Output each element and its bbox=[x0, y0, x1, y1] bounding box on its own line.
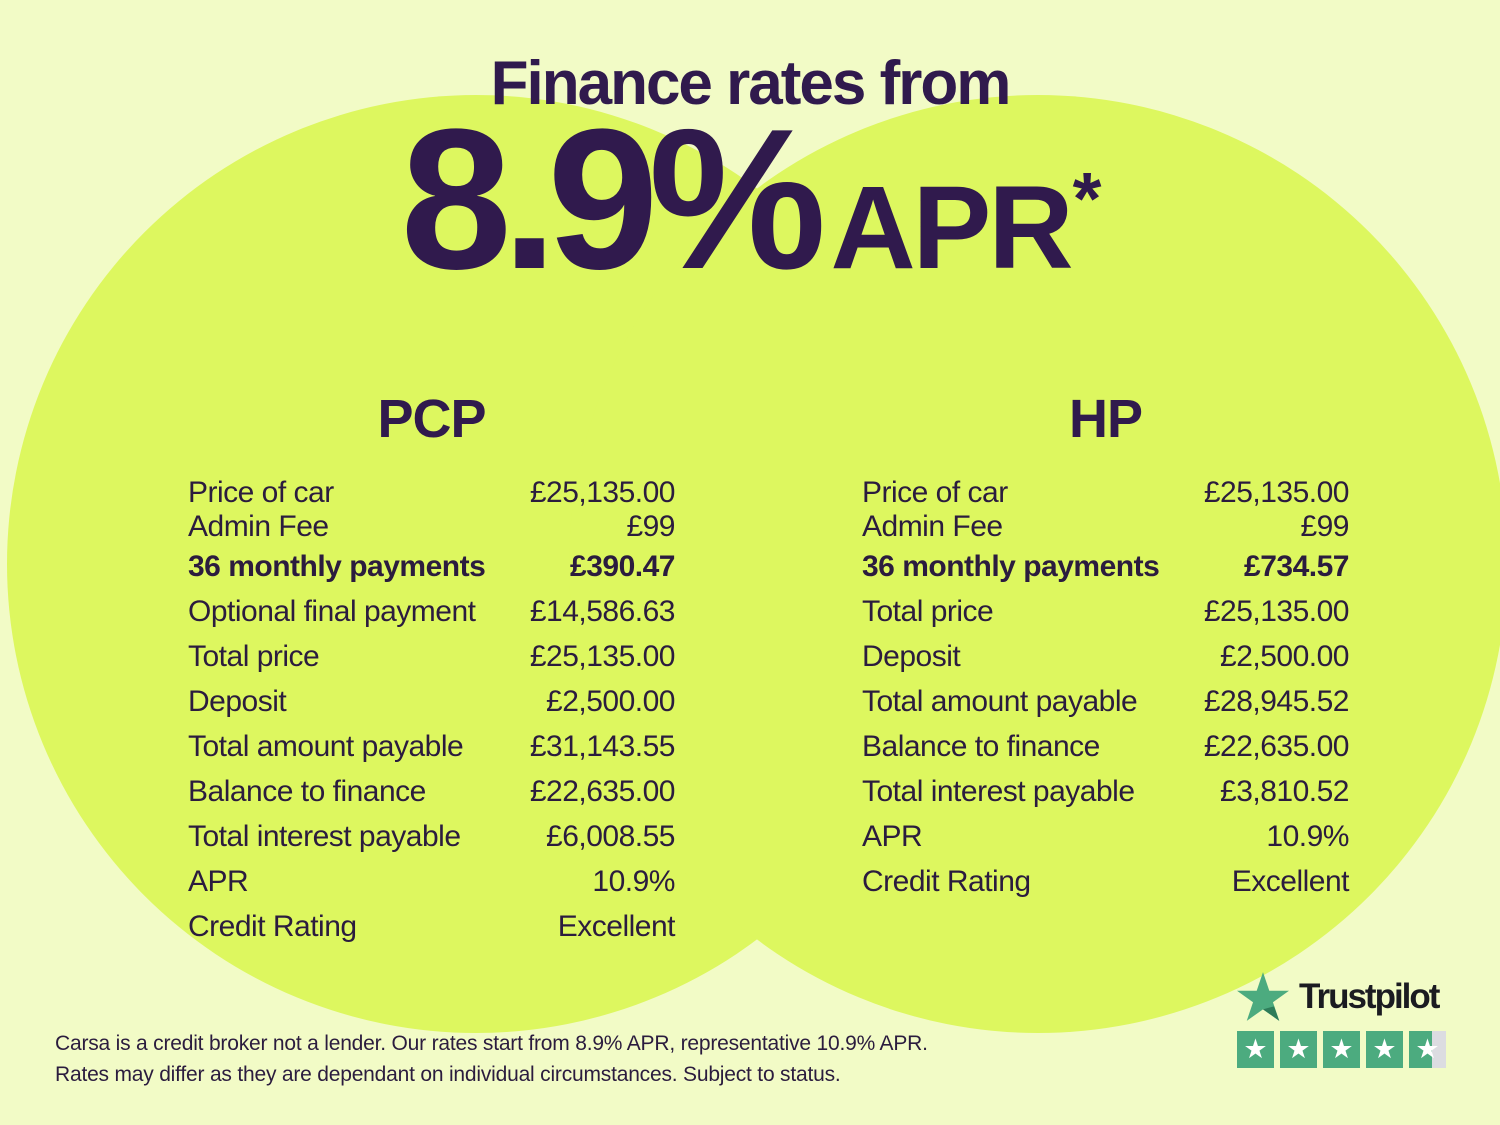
pcp-column: PCP Price of car £25,135.00 Admin Fee £99 … bbox=[188, 388, 676, 949]
table-row: 36 monthly payments £390.47 bbox=[188, 544, 675, 589]
row-value: £734.57 bbox=[1244, 550, 1349, 583]
trustpilot-badge: Trustpilot ★ ★ ★ ★ ★ bbox=[1237, 972, 1446, 1068]
rating-star-icon: ★ bbox=[1366, 1031, 1403, 1068]
row-label: 36 monthly payments bbox=[862, 550, 1160, 583]
row-label: 36 monthly payments bbox=[188, 550, 486, 583]
row-value: £22,635.00 bbox=[1203, 730, 1350, 763]
table-row: Price of car £25,135.00 bbox=[862, 476, 1350, 510]
row-value: £390.47 bbox=[570, 550, 675, 583]
row-value: £14,586.63 bbox=[529, 595, 676, 628]
row-value: £3,810.52 bbox=[1220, 775, 1349, 808]
table-row: Credit Rating Excellent bbox=[188, 904, 676, 949]
table-row: Credit Rating Excellent bbox=[862, 859, 1350, 904]
row-label: Price of car bbox=[188, 476, 334, 509]
rating-star-icon: ★ bbox=[1280, 1031, 1317, 1068]
table-row: Total price £25,135.00 bbox=[188, 634, 676, 679]
table-row: Admin Fee £99 bbox=[188, 510, 675, 544]
table-row: Deposit £2,500.00 bbox=[862, 634, 1349, 679]
row-label: Deposit bbox=[862, 640, 961, 673]
row-value: £25,135.00 bbox=[529, 640, 676, 673]
table-row: APR 10.9% bbox=[862, 814, 1349, 859]
rating-star-half-icon: ★ bbox=[1409, 1031, 1446, 1068]
table-row: Price of car £25,135.00 bbox=[188, 476, 676, 510]
table-row: APR 10.9% bbox=[188, 859, 675, 904]
hp-column: HP Price of car £25,135.00 Admin Fee £99 3… bbox=[862, 388, 1350, 904]
row-value: Excellent bbox=[1231, 865, 1350, 898]
footnote-asterisk: * bbox=[1072, 157, 1102, 240]
trustpilot-brand-text: Trustpilot bbox=[1299, 977, 1440, 1016]
table-row: Total price £25,135.00 bbox=[862, 589, 1350, 634]
table-row: Total interest payable £3,810.52 bbox=[862, 769, 1349, 814]
pcp-table: Price of car £25,135.00 Admin Fee £99 36 m… bbox=[188, 476, 676, 949]
row-label: Credit Rating bbox=[188, 910, 357, 943]
table-row: 36 monthly payments £734.57 bbox=[862, 544, 1349, 589]
rate-unit: APR bbox=[830, 162, 1073, 294]
row-value: £25,135.00 bbox=[529, 476, 676, 509]
row-label: Deposit bbox=[188, 685, 287, 718]
row-label: Total interest payable bbox=[862, 775, 1135, 808]
trustpilot-rating-stars: ★ ★ ★ ★ ★ bbox=[1237, 1031, 1446, 1068]
row-label: Total interest payable bbox=[188, 820, 461, 853]
row-value: Excellent bbox=[557, 910, 676, 943]
disclaimer-line-1: Carsa is a credit broker not a lender. O… bbox=[55, 1032, 928, 1055]
row-label: Total price bbox=[862, 595, 994, 628]
table-row: Admin Fee £99 bbox=[862, 510, 1349, 544]
background-circle-right bbox=[569, 95, 1500, 1033]
row-value: £28,945.52 bbox=[1203, 685, 1350, 718]
rating-star-icon: ★ bbox=[1237, 1031, 1274, 1068]
row-label: APR bbox=[862, 820, 923, 853]
row-value: 10.9% bbox=[592, 865, 675, 898]
row-label: Optional final payment bbox=[188, 595, 476, 628]
row-value: £99 bbox=[626, 510, 675, 543]
table-row: Balance to finance £22,635.00 bbox=[188, 769, 676, 814]
row-value: £6,008.55 bbox=[546, 820, 675, 853]
table-row: Total interest payable £6,008.55 bbox=[188, 814, 675, 859]
row-label: Price of car bbox=[862, 476, 1008, 509]
row-label: Admin Fee bbox=[862, 510, 1003, 543]
row-value: £31,143.55 bbox=[529, 730, 676, 763]
disclaimer-line-2: Rates may differ as they are dependant o… bbox=[55, 1063, 841, 1086]
table-row: Balance to finance £22,635.00 bbox=[862, 724, 1350, 769]
trustpilot-star-icon bbox=[1237, 972, 1289, 1021]
row-label: Total amount payable bbox=[188, 730, 464, 763]
row-value: £2,500.00 bbox=[546, 685, 675, 718]
row-label: Balance to finance bbox=[862, 730, 1100, 763]
trustpilot-logo: Trustpilot bbox=[1237, 972, 1446, 1022]
row-label: Total amount payable bbox=[862, 685, 1138, 718]
table-row: Optional final payment £14,586.63 bbox=[188, 589, 676, 634]
row-label: Balance to finance bbox=[188, 775, 426, 808]
row-value: 10.9% bbox=[1266, 820, 1349, 853]
rate-value: 8.9% bbox=[400, 88, 827, 311]
hp-title: HP bbox=[1068, 389, 1143, 449]
row-label: Total price bbox=[188, 640, 320, 673]
row-value: £22,635.00 bbox=[529, 775, 676, 808]
row-label: Credit Rating bbox=[862, 865, 1031, 898]
row-value: £25,135.00 bbox=[1203, 595, 1350, 628]
hp-table: Price of car £25,135.00 Admin Fee £99 36 m… bbox=[862, 476, 1350, 904]
rate-headline: 8.9% APR* bbox=[0, 100, 1500, 300]
row-value: £2,500.00 bbox=[1220, 640, 1349, 673]
headline: Finance rates from bbox=[490, 49, 1012, 118]
table-row: Deposit £2,500.00 bbox=[188, 679, 675, 724]
row-label: APR bbox=[188, 865, 249, 898]
disclaimer: Carsa is a credit broker not a lender. O… bbox=[55, 1028, 928, 1090]
table-row: Total amount payable £31,143.55 bbox=[188, 724, 676, 769]
row-value: £25,135.00 bbox=[1203, 476, 1350, 509]
pcp-title: PCP bbox=[377, 389, 486, 449]
row-value: £99 bbox=[1300, 510, 1349, 543]
row-label: Admin Fee bbox=[188, 510, 329, 543]
table-row: Total amount payable £28,945.52 bbox=[862, 679, 1350, 724]
rating-star-icon: ★ bbox=[1323, 1031, 1360, 1068]
